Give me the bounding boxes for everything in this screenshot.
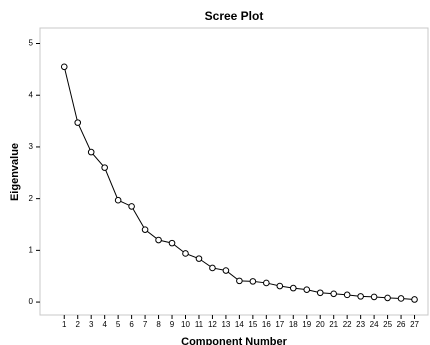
x-tick-label: 26 [397,320,406,329]
point [114,196,122,204]
x-tick-label: 6 [129,320,134,329]
point [370,293,378,301]
x-tick-label: 16 [262,320,271,329]
x-tick-label: 5 [116,320,121,329]
x-tick-label: 8 [156,320,161,329]
x-tick-label: 12 [208,320,217,329]
point [222,267,230,274]
point [316,289,324,297]
x-tick-label: 17 [275,320,284,329]
x-tick-label: 20 [316,320,325,329]
x-tick-label: 22 [343,320,352,329]
x-tick-label: 27 [410,320,419,329]
plot-frame [39,27,429,316]
x-tick-label: 2 [75,320,80,329]
x-tick-label: 18 [289,320,298,329]
point [101,164,108,171]
point [74,119,82,126]
x-tick-label: 7 [143,320,148,329]
point [357,293,364,300]
point [141,226,149,233]
point [182,250,189,257]
x-tick-label: 23 [356,320,365,329]
y-tick-label: 5 [29,39,34,48]
point [236,277,243,285]
point [195,255,203,262]
point [330,290,337,298]
point [411,296,418,303]
point [289,284,297,292]
x-tick-label: 25 [383,320,392,329]
point [155,236,162,244]
x-tick-label: 9 [170,320,175,329]
point [384,294,391,302]
y-tick-label: 2 [29,194,34,203]
x-tick-label: 1 [62,320,67,329]
y-tick-label: 4 [29,90,34,99]
point [128,203,135,210]
point [209,264,216,272]
x-tick-label: 14 [235,320,244,329]
point [249,278,257,285]
x-tick-label: 11 [195,320,204,329]
y-axis-label: Eigenvalue [9,143,21,201]
x-tick-label: 10 [181,320,190,329]
point [168,239,176,247]
y-tick-label: 0 [29,297,34,306]
point [343,291,351,299]
x-tick-label: 21 [329,320,338,329]
x-tick-label: 4 [102,320,107,329]
point [87,148,95,156]
point [263,279,270,287]
point [60,63,68,71]
point [303,286,311,293]
x-tick-label: 13 [221,320,230,329]
y-tick-label: 3 [29,142,34,151]
x-tick-label: 3 [89,320,94,329]
point [397,295,405,302]
y-tick-label: 1 [29,245,34,254]
point [276,282,284,290]
x-axis-label: Component Number [181,336,287,345]
x-tick-label: 24 [370,320,379,329]
x-tick-label: 19 [302,320,311,329]
chart-title: Scree Plot [205,9,264,23]
x-tick-label: 15 [248,320,257,329]
